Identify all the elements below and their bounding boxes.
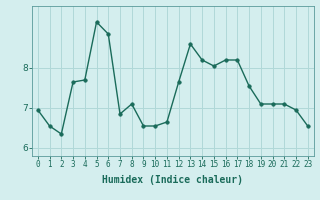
X-axis label: Humidex (Indice chaleur): Humidex (Indice chaleur)	[102, 175, 243, 185]
